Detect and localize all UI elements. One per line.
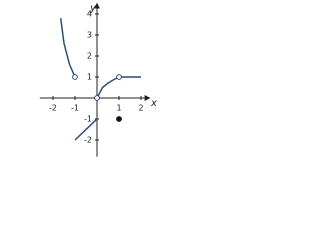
- y-tick-label: 2: [87, 52, 92, 61]
- y-tick-label: 1: [87, 73, 92, 82]
- filled-point: [116, 116, 122, 122]
- open-point: [116, 74, 122, 80]
- curve: [96, 76, 120, 99]
- y-tick-label: -1: [84, 115, 92, 124]
- chart: x y -2 -1 1 2 -2 -1 1 2 3 4: [39, 2, 157, 157]
- y-tick-label: 4: [87, 10, 92, 19]
- curve: [59, 18, 76, 78]
- x-axis-label: x: [150, 98, 157, 109]
- curve: [74, 118, 98, 141]
- x-tick-label: -1: [71, 104, 79, 113]
- open-point: [94, 95, 100, 101]
- open-point: [72, 74, 78, 80]
- x-tick-label: -2: [49, 104, 57, 113]
- y-tick-label: 3: [87, 31, 92, 40]
- y-tick-label: -2: [84, 136, 92, 145]
- x-tick-label: 2: [138, 104, 143, 113]
- y-axis-label: y: [89, 3, 97, 14]
- x-tick-label: 1: [116, 104, 121, 113]
